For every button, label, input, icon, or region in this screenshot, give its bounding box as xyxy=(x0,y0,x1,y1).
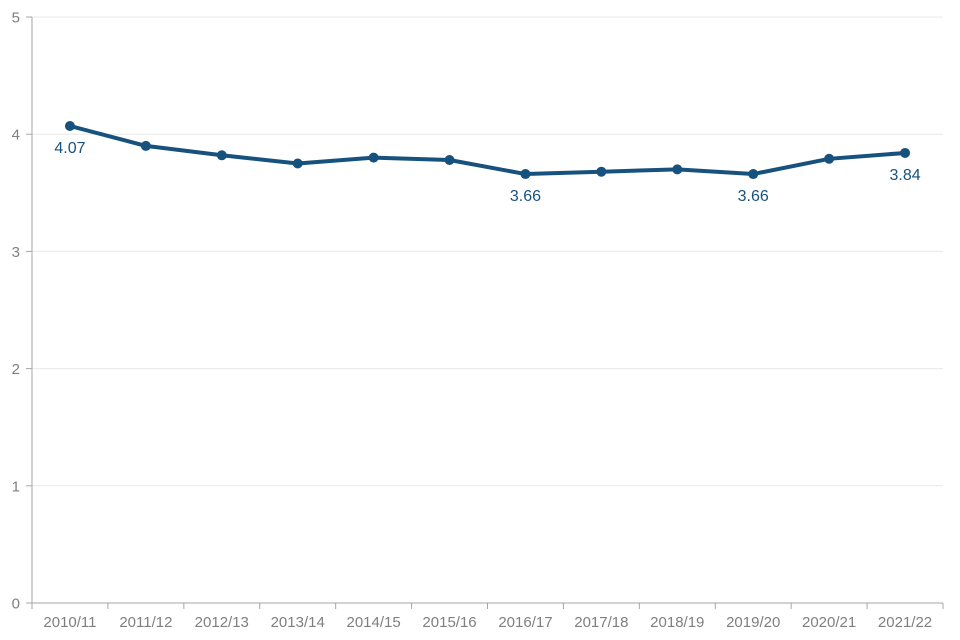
data-label: 3.84 xyxy=(889,167,920,184)
data-point-marker xyxy=(824,153,835,164)
data-point-marker xyxy=(520,169,531,180)
x-axis-tick-label: 2011/12 xyxy=(119,614,172,631)
y-axis-tick-label: 2 xyxy=(12,361,20,378)
data-point-marker xyxy=(292,158,303,169)
data-point-marker xyxy=(64,120,75,131)
data-label: 3.66 xyxy=(510,188,541,205)
x-axis-tick-label: 2019/20 xyxy=(726,614,780,631)
x-axis-tick-label: 2020/21 xyxy=(802,614,856,631)
x-axis-tick-label: 2018/19 xyxy=(650,614,704,631)
x-axis-tick-label: 2016/17 xyxy=(498,614,552,631)
data-point-marker xyxy=(140,140,151,151)
data-point-marker xyxy=(444,154,455,165)
y-axis-tick-label: 0 xyxy=(12,596,20,613)
x-axis-tick-label: 2013/14 xyxy=(271,614,325,631)
data-label: 3.66 xyxy=(738,188,769,205)
x-axis-tick-label: 2015/16 xyxy=(422,614,476,631)
x-axis-tick-label: 2014/15 xyxy=(347,614,401,631)
data-point-marker xyxy=(368,152,379,163)
x-axis-tick-label: 2010/11 xyxy=(43,614,96,631)
y-axis-tick-label: 3 xyxy=(12,244,20,261)
y-axis-tick-label: 1 xyxy=(12,478,20,495)
x-axis-tick-label: 2012/13 xyxy=(195,614,249,631)
data-point-marker xyxy=(748,169,759,180)
data-point-marker xyxy=(900,147,911,158)
x-axis-tick-label: 2021/22 xyxy=(878,614,932,631)
data-point-marker xyxy=(596,166,607,177)
data-point-marker xyxy=(672,164,683,175)
data-line xyxy=(67,123,908,177)
y-axis-tick-label: 5 xyxy=(12,10,20,27)
y-axis-tick-label: 4 xyxy=(12,127,20,144)
data-point-marker xyxy=(216,150,227,161)
data-label: 4.07 xyxy=(54,140,85,157)
x-axis-tick-label: 2017/18 xyxy=(574,614,628,631)
